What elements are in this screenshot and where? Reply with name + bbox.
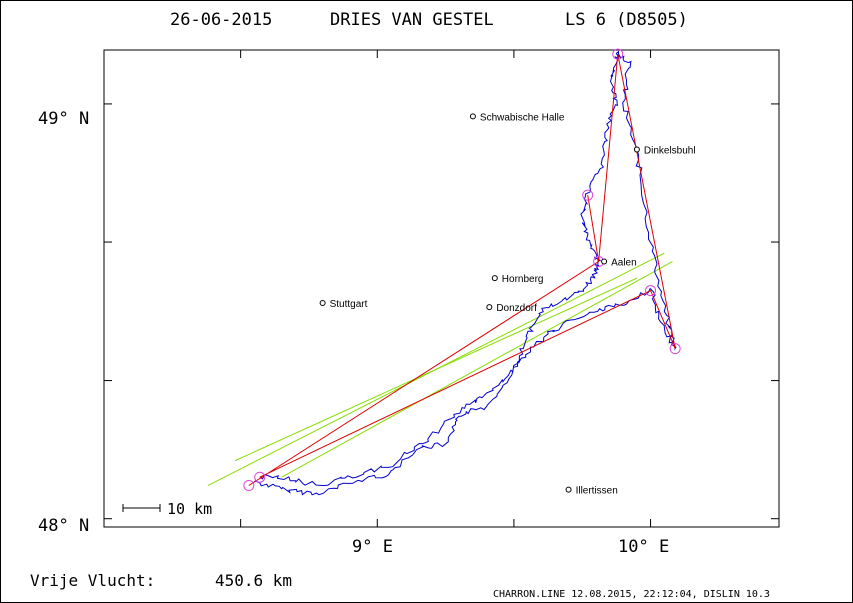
turnpoint-markers [243, 48, 681, 492]
city-label-aalen: Aalen [611, 258, 637, 269]
sector-line-2 [234, 277, 638, 462]
x-label-10e: 10° E [618, 537, 669, 557]
city-dot-donzdorf [486, 304, 493, 311]
scale-bar-label: 10 km [167, 500, 212, 518]
title-glider: LS 6 (D8505) [565, 10, 688, 30]
city-dot-schwabische-halle [469, 113, 476, 120]
task-route [248, 54, 676, 486]
x-label-9e: 9° E [352, 537, 393, 557]
scale-bar: 10 km [122, 500, 212, 518]
sector-lines [207, 252, 673, 486]
y-label-48n: 48° N [38, 516, 89, 536]
title-date: 26-06-2015 [170, 10, 272, 30]
city-dot-hornberg [491, 275, 498, 282]
city-dot-dinkelsbuhl [633, 146, 640, 153]
credit-line: CHARRON.LINE 12.08.2015, 22:12:04, DISLI… [493, 589, 770, 600]
city-label-dinkelsbuhl: Dinkelsbuhl [644, 146, 696, 157]
city-dot-aalen [601, 258, 608, 265]
city-label-hornberg: Hornberg [502, 274, 544, 285]
turnpoint-marker-3 [582, 189, 594, 201]
city-markers: Schwabische Halle Dinkelsbuhl Aalen Hornber… [319, 112, 696, 497]
turnpoint-marker-4 [612, 48, 624, 60]
title-pilot: DRIES VAN GESTEL [330, 10, 494, 30]
turnpoint-marker-1 [254, 471, 266, 483]
y-label-49n: 49° N [38, 109, 89, 129]
city-label-donzdorf: Donzdorf [496, 303, 537, 314]
flight-track [254, 50, 677, 496]
map-frame [103, 49, 780, 528]
axis-ticks [104, 50, 779, 527]
distance-label: Vrije Vlucht: [30, 571, 155, 590]
city-label-stuttgart: Stuttgart [330, 299, 368, 310]
turnpoint-marker-5 [645, 285, 657, 297]
turnpoint-marker-6 [669, 343, 681, 355]
city-dot-stuttgart [319, 300, 326, 307]
city-label-schwabische-halle: Schwabische Halle [480, 112, 565, 123]
track-line [254, 50, 677, 496]
task-line [248, 54, 676, 486]
distance-value: 450.6 km [215, 571, 292, 590]
city-dot-illertissen [565, 486, 572, 493]
sector-line-1 [281, 261, 673, 478]
turnpoint-marker-0 [243, 480, 255, 492]
city-label-illertissen: Illertissen [576, 486, 618, 497]
